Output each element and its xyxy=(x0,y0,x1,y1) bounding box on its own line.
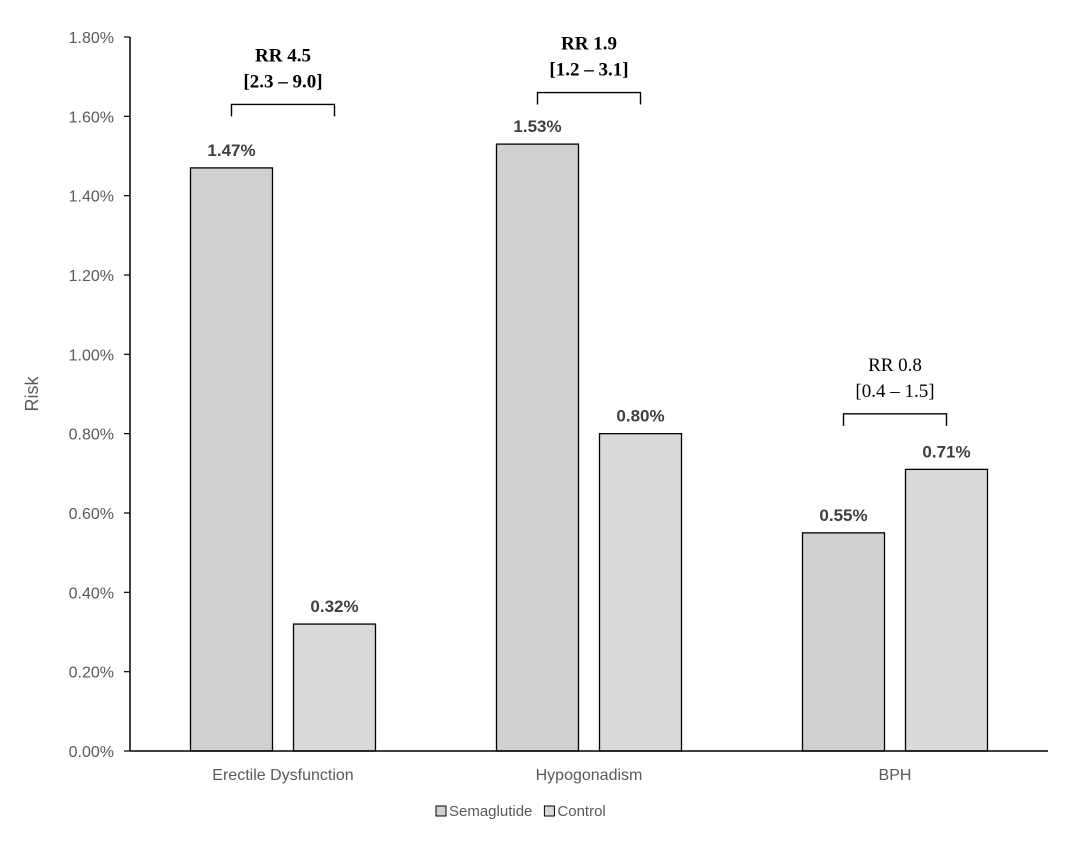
rr-confidence-interval: [2.3 – 9.0] xyxy=(243,71,322,92)
y-tick-label: 0.60% xyxy=(69,506,114,523)
y-tick-label: 0.00% xyxy=(69,744,114,761)
y-tick-label: 0.40% xyxy=(69,585,114,602)
data-label-control-2: 0.71% xyxy=(922,442,970,461)
y-tick-label: 1.20% xyxy=(69,268,114,285)
data-label-control-0: 0.32% xyxy=(310,597,358,616)
y-axis-ticks: 0.00% 0.20% 0.40% 0.60% 0.80% 1.00% 1.20% 1.40%… xyxy=(69,30,130,761)
y-tick-label: 1.00% xyxy=(69,347,114,364)
bar-control-1 xyxy=(598,433,683,752)
rr-confidence-interval: [0.4 – 1.5] xyxy=(855,381,934,402)
rr-value: RR 1.9 xyxy=(561,34,617,55)
data-label-semaglutide-0: 1.47% xyxy=(207,141,255,160)
legend-label-semaglutide: Semaglutide xyxy=(449,803,532,820)
data-label-semaglutide-2: 0.55% xyxy=(819,506,867,525)
rr-bracket xyxy=(842,413,948,426)
bars xyxy=(189,143,989,752)
category-label: Hypogonadism xyxy=(536,767,643,784)
y-axis-title: Risk xyxy=(22,376,42,412)
bar-semaglutide-0 xyxy=(189,167,274,752)
rr-bracket xyxy=(230,103,336,117)
y-tick-label: 0.20% xyxy=(69,665,114,682)
rr-confidence-interval: [1.2 – 3.1] xyxy=(549,60,628,81)
category-label: BPH xyxy=(879,767,912,784)
category-labels: Erectile Dysfunction Hypogonadism BPH xyxy=(212,767,911,784)
y-tick-label: 1.40% xyxy=(69,189,114,206)
data-label-semaglutide-1: 1.53% xyxy=(513,117,561,136)
bar-control-0 xyxy=(292,623,377,752)
data-labels: 1.47% 0.32% 1.53% 0.80% 0.55% 0.71% xyxy=(207,117,970,616)
axes xyxy=(129,37,1048,752)
legend-label-control: Control xyxy=(557,803,605,820)
legend: Semaglutide Control xyxy=(435,803,606,820)
bar-semaglutide-2 xyxy=(801,532,886,752)
bar-control-2 xyxy=(904,468,989,752)
rr-value: RR 4.5 xyxy=(255,45,311,66)
rr-value: RR 0.8 xyxy=(868,355,922,376)
y-tick-label: 1.80% xyxy=(69,30,114,47)
rr-bracket xyxy=(536,91,642,105)
y-tick-label: 1.60% xyxy=(69,109,114,126)
bar-semaglutide-1 xyxy=(495,143,580,752)
data-label-control-1: 0.80% xyxy=(616,407,664,426)
legend-swatch-semaglutide xyxy=(435,805,447,817)
y-tick-label: 0.80% xyxy=(69,427,114,444)
rr-annotations: RR 4.5 [2.3 – 9.0] RR 1.9 [1.2 – 3.1] RR 0.8… xyxy=(230,34,948,426)
category-label: Erectile Dysfunction xyxy=(212,767,353,784)
legend-swatch-control xyxy=(543,805,555,817)
